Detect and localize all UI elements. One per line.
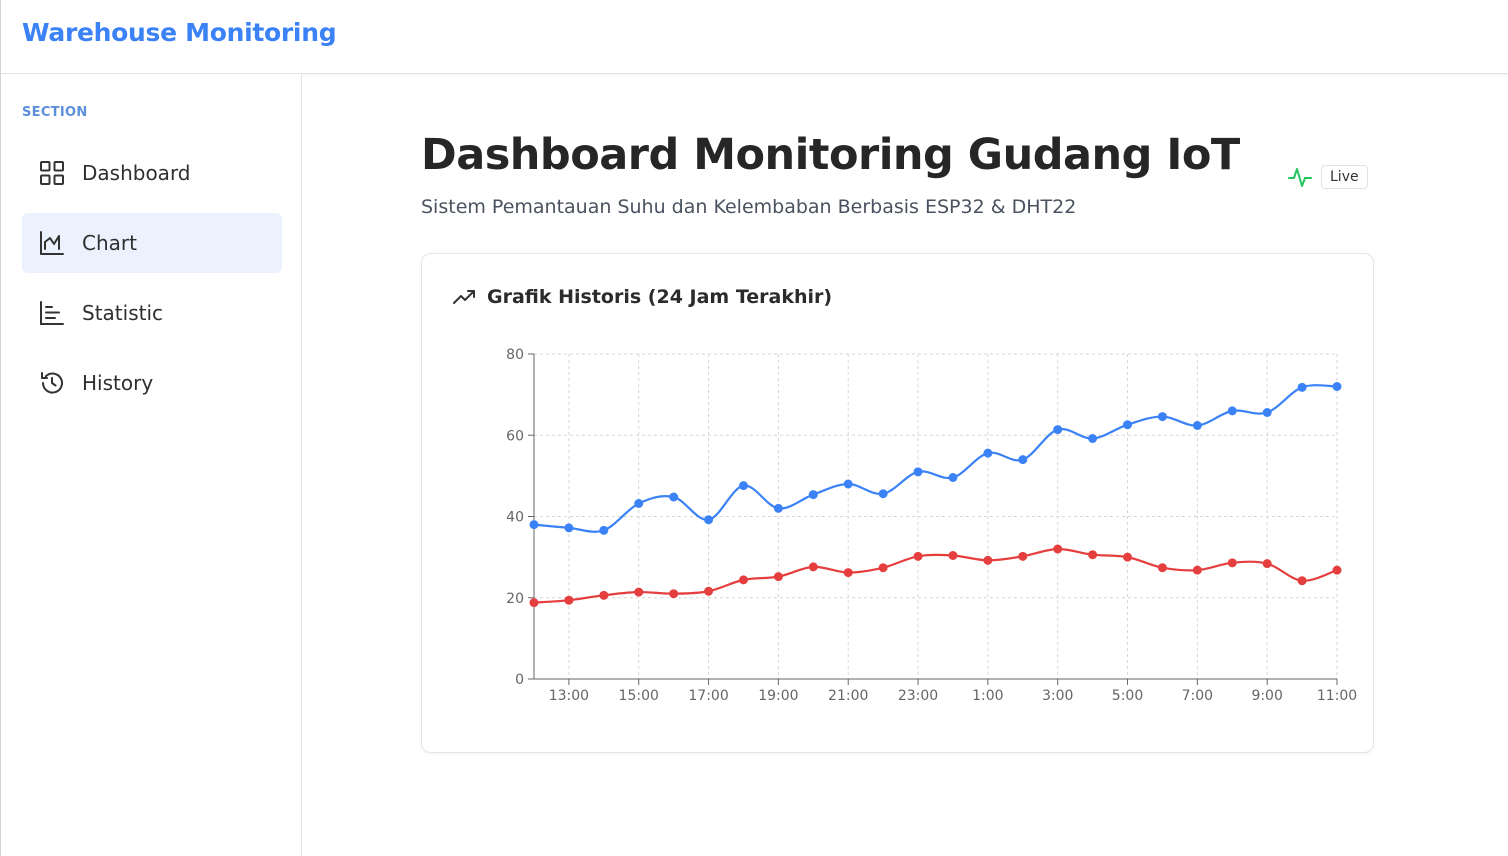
data-point bbox=[1227, 558, 1237, 568]
data-point bbox=[1123, 420, 1133, 430]
y-tick-label: 40 bbox=[506, 510, 524, 526]
data-point bbox=[599, 590, 609, 600]
brand-title[interactable]: Warehouse Monitoring bbox=[22, 18, 337, 47]
data-point bbox=[1157, 412, 1167, 422]
y-tick-label: 20 bbox=[506, 591, 524, 607]
trending-up-icon bbox=[452, 284, 478, 310]
data-point bbox=[1018, 455, 1028, 465]
x-tick-label: 5:00 bbox=[1112, 688, 1143, 704]
data-point bbox=[808, 562, 818, 572]
data-point bbox=[704, 515, 714, 525]
sidebar-item-label: Dashboard bbox=[82, 161, 191, 185]
x-tick-label: 9:00 bbox=[1251, 688, 1282, 704]
data-point bbox=[529, 520, 539, 530]
data-point bbox=[704, 586, 714, 596]
live-badge: Live bbox=[1321, 165, 1368, 189]
data-point bbox=[1157, 563, 1167, 573]
x-tick-label: 13:00 bbox=[549, 688, 589, 704]
data-point bbox=[1297, 382, 1307, 392]
x-tick-label: 17:00 bbox=[688, 688, 728, 704]
data-point bbox=[1262, 408, 1272, 417]
x-tick-label: 19:00 bbox=[758, 688, 798, 704]
page-subtitle: Sistem Pemantauan Suhu dan Kelembaban Be… bbox=[421, 196, 1077, 218]
data-point bbox=[913, 551, 923, 561]
data-point bbox=[1088, 434, 1098, 443]
x-tick-label: 7:00 bbox=[1182, 688, 1213, 704]
data-point bbox=[983, 448, 993, 458]
sidebar-item-statistic[interactable]: Statistic bbox=[22, 283, 282, 343]
bar-chart-icon bbox=[38, 299, 66, 327]
data-point bbox=[634, 587, 644, 597]
data-point bbox=[773, 503, 783, 513]
series-line-temperature bbox=[533, 547, 1338, 604]
data-point bbox=[1053, 544, 1063, 554]
y-tick-label: 60 bbox=[506, 428, 524, 444]
data-point bbox=[1018, 551, 1028, 561]
main-content: Dashboard Monitoring Gudang IoT Sistem P… bbox=[302, 74, 1508, 856]
data-point bbox=[1297, 576, 1307, 586]
x-tick-label: 11:00 bbox=[1317, 688, 1357, 704]
sidebar-item-label: Chart bbox=[82, 231, 137, 255]
data-point bbox=[843, 479, 853, 489]
data-point bbox=[773, 572, 783, 582]
sidebar: SECTION Dashboard Chart bbox=[0, 74, 302, 856]
x-tick-label: 23:00 bbox=[898, 688, 938, 704]
data-point bbox=[669, 492, 679, 502]
data-point bbox=[1123, 552, 1133, 562]
data-point bbox=[669, 589, 679, 599]
data-point bbox=[1053, 425, 1063, 435]
data-point bbox=[1227, 406, 1237, 416]
history-chart[interactable]: 0 20 40 60 80 13:00 15:00 17:00 19:00 21:00 23:00 1… bbox=[422, 254, 1375, 754]
data-point bbox=[1332, 565, 1342, 575]
data-point bbox=[1332, 382, 1342, 391]
live-indicator: Live bbox=[1287, 164, 1368, 190]
sidebar-item-history[interactable]: History bbox=[22, 353, 282, 413]
x-tick-label: 15:00 bbox=[619, 688, 659, 704]
top-bar: Warehouse Monitoring bbox=[0, 0, 1508, 74]
x-tick-label: 1:00 bbox=[972, 688, 1003, 704]
data-point bbox=[878, 489, 888, 499]
history-icon bbox=[38, 369, 66, 397]
data-point bbox=[843, 568, 853, 578]
data-point bbox=[1088, 550, 1098, 560]
data-point bbox=[913, 467, 923, 477]
data-point bbox=[529, 598, 539, 608]
sidebar-item-dashboard[interactable]: Dashboard bbox=[22, 143, 282, 203]
chart-icon bbox=[38, 229, 66, 257]
grid-icon bbox=[38, 159, 66, 187]
data-point bbox=[564, 595, 574, 605]
data-point bbox=[808, 490, 818, 500]
page-title: Dashboard Monitoring Gudang IoT bbox=[421, 130, 1240, 180]
y-tick-label: 0 bbox=[515, 672, 524, 688]
activity-icon bbox=[1287, 164, 1313, 190]
data-point bbox=[948, 473, 958, 482]
data-point bbox=[599, 525, 609, 535]
data-point bbox=[1192, 421, 1202, 430]
series-line-humidity bbox=[533, 384, 1338, 533]
chart-card: Grafik Historis (24 Jam Terakhir) 0 20 40 6… bbox=[421, 253, 1374, 753]
sidebar-item-label: Statistic bbox=[82, 301, 164, 325]
sidebar-item-chart[interactable]: Chart bbox=[22, 213, 282, 273]
data-point bbox=[1262, 559, 1272, 569]
data-point bbox=[983, 555, 993, 565]
data-point bbox=[878, 563, 888, 573]
sidebar-section-label: SECTION bbox=[22, 105, 88, 120]
data-point bbox=[634, 499, 644, 508]
data-point bbox=[948, 551, 958, 560]
x-tick-label: 3:00 bbox=[1042, 688, 1073, 704]
data-point bbox=[1192, 565, 1202, 575]
data-point bbox=[564, 523, 574, 533]
sidebar-item-label: History bbox=[82, 371, 154, 395]
data-point bbox=[738, 575, 748, 585]
card-header: Grafik Historis (24 Jam Terakhir) bbox=[452, 284, 832, 310]
x-tick-label: 21:00 bbox=[828, 688, 868, 704]
data-point bbox=[738, 481, 748, 491]
y-tick-label: 80 bbox=[506, 347, 524, 363]
card-title: Grafik Historis (24 Jam Terakhir) bbox=[487, 286, 833, 308]
